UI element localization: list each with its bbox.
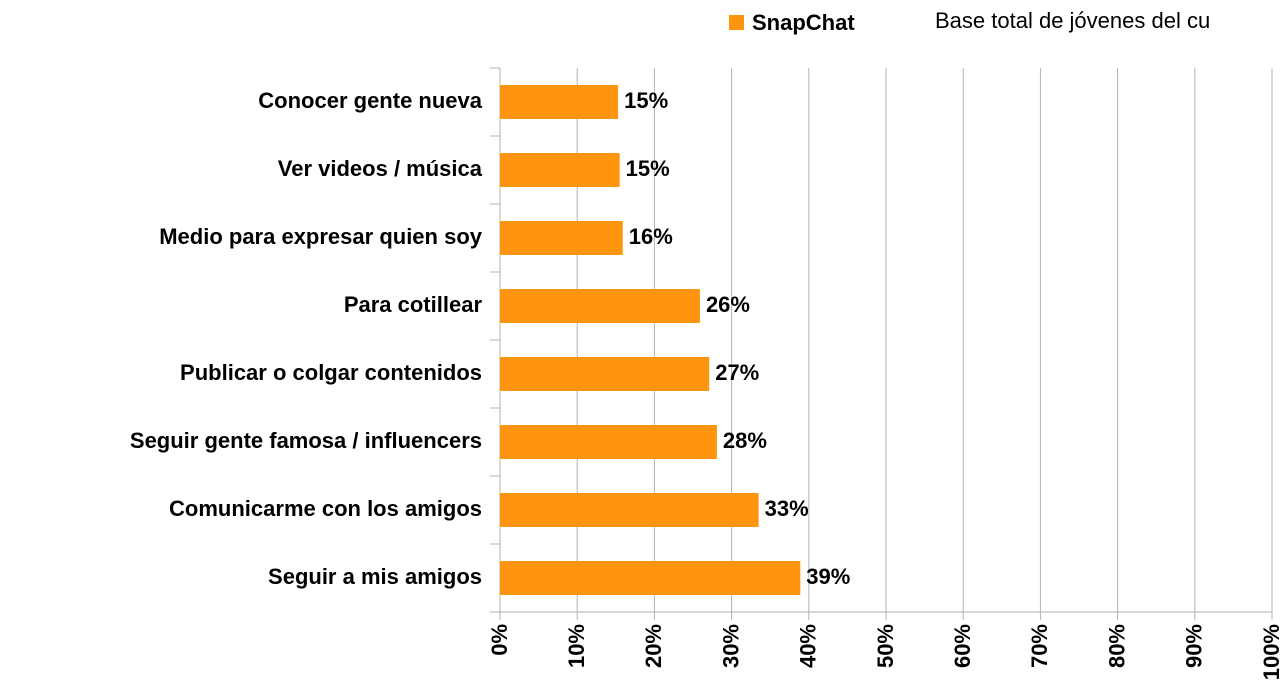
bar	[500, 289, 700, 323]
bar	[500, 493, 759, 527]
y-tick-label: Seguir gente famosa / influencers	[130, 428, 482, 453]
bar	[500, 561, 801, 595]
x-tick-label: 80%	[1104, 624, 1129, 668]
x-tick-label: 0%	[487, 624, 512, 656]
x-tick-label: 30%	[718, 624, 743, 668]
value-label: 33%	[765, 496, 809, 521]
x-tick-label: 90%	[1182, 624, 1207, 668]
x-tick-label: 60%	[950, 624, 975, 668]
y-tick-label: Para cotillear	[344, 292, 483, 317]
x-tick-label: 10%	[564, 624, 589, 668]
y-tick-label: Medio para expresar quien soy	[159, 224, 483, 249]
y-tick-label: Comunicarme con los amigos	[169, 496, 482, 521]
value-label: 16%	[629, 224, 673, 249]
x-tick-label: 40%	[796, 624, 821, 668]
value-label: 27%	[715, 360, 759, 385]
value-label: 39%	[806, 564, 850, 589]
value-label: 15%	[624, 88, 668, 113]
value-label: 28%	[723, 428, 767, 453]
x-tick-label: 50%	[873, 624, 898, 668]
y-tick-label: Publicar o colgar contenidos	[180, 360, 482, 385]
annotation: Base total de jóvenes del cu	[935, 8, 1210, 33]
value-label: 15%	[626, 156, 670, 181]
y-tick-label: Ver videos / música	[278, 156, 483, 181]
x-tick-label: 20%	[641, 624, 666, 668]
x-tick-label: 100%	[1259, 624, 1282, 680]
legend-swatch	[729, 15, 744, 30]
x-tick-label: 70%	[1027, 624, 1052, 668]
bar	[500, 357, 710, 391]
bar	[500, 425, 717, 459]
y-tick-label: Conocer gente nueva	[258, 88, 482, 113]
y-tick-label: Seguir a mis amigos	[268, 564, 482, 589]
bar	[500, 153, 620, 187]
bar	[500, 221, 623, 255]
value-label: 26%	[706, 292, 750, 317]
bar	[500, 85, 619, 119]
legend-label: SnapChat	[752, 10, 855, 35]
